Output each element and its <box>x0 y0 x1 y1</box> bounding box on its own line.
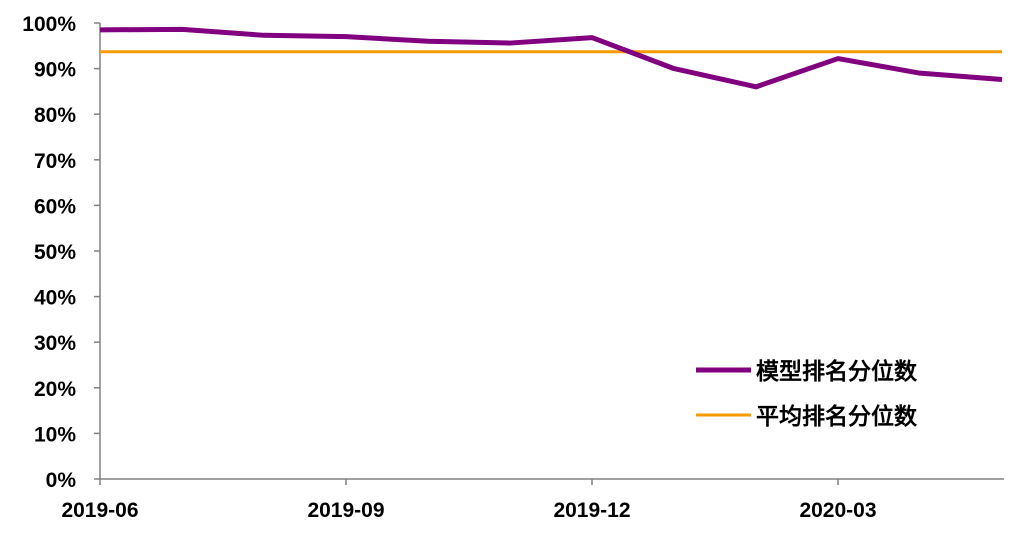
x-tick-label: 2020-03 <box>799 499 876 522</box>
x-tick-label: 2019-06 <box>61 499 138 522</box>
axes: 0% 10% 20% 30% 40% 50% 60% 70% 80% 90% 100% 2019-06… <box>22 13 1004 522</box>
y-tick-label: 40% <box>34 287 76 310</box>
y-tick-label: 100% <box>22 13 76 36</box>
legend-label-average-rank: 平均排名分位数 <box>756 403 918 430</box>
y-tick-label: 60% <box>34 195 76 218</box>
y-tick-label: 90% <box>34 59 76 82</box>
y-tick-label: 50% <box>34 241 76 264</box>
series-lines <box>99 26 1003 90</box>
y-tick-label: 10% <box>34 423 76 446</box>
legend-label-model-rank: 模型排名分位数 <box>756 358 918 385</box>
x-tick-label: 2019-09 <box>307 499 384 522</box>
y-tick-label: 20% <box>34 378 76 401</box>
series-line-model-rank-percentile <box>99 26 1003 90</box>
y-tick-label: 70% <box>34 150 76 173</box>
y-tick-label: 0% <box>46 469 77 492</box>
x-tick-label: 2019-12 <box>553 499 630 522</box>
y-tick-label: 30% <box>34 332 76 355</box>
y-tick-label: 80% <box>34 104 76 127</box>
